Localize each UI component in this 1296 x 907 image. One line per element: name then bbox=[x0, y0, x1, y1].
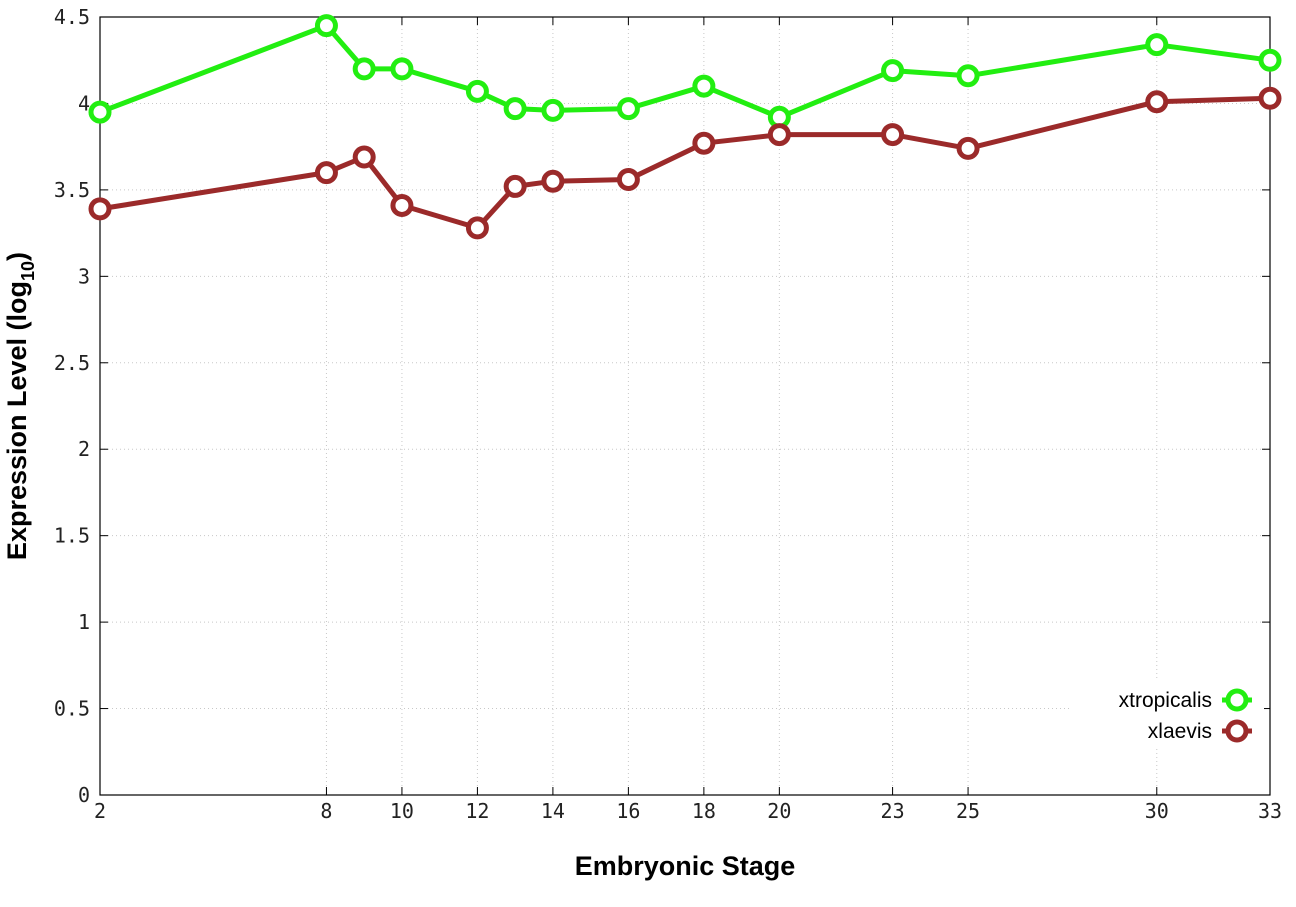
data-point bbox=[1145, 33, 1169, 57]
data-point bbox=[390, 193, 414, 217]
legend: xtropicalis xlaevis bbox=[1072, 680, 1264, 748]
x-tick-label: 30 bbox=[1145, 799, 1169, 823]
x-tick-label: 10 bbox=[390, 799, 414, 823]
data-point bbox=[1145, 90, 1169, 114]
y-tick-label: 3 bbox=[78, 264, 90, 288]
data-point bbox=[390, 57, 414, 81]
data-point bbox=[352, 145, 376, 169]
data-point bbox=[503, 97, 527, 121]
y-axis-title-subscript: 10 bbox=[18, 261, 38, 281]
series-group bbox=[88, 14, 1282, 240]
data-point bbox=[881, 59, 905, 83]
x-tick-label: 12 bbox=[465, 799, 489, 823]
legend-label: xtropicalis bbox=[1119, 689, 1212, 712]
x-tick-label: 18 bbox=[692, 799, 716, 823]
data-point bbox=[692, 74, 716, 98]
data-point bbox=[616, 168, 640, 192]
data-point bbox=[88, 197, 112, 221]
data-point bbox=[88, 100, 112, 124]
y-tick-label: 4 bbox=[78, 91, 90, 115]
data-point bbox=[541, 169, 565, 193]
data-point bbox=[541, 98, 565, 122]
data-point bbox=[314, 161, 338, 185]
x-tick-label: 2 bbox=[94, 799, 106, 823]
plot-frame bbox=[99, 16, 1271, 796]
data-point bbox=[314, 14, 338, 38]
y-tick-label: 1.5 bbox=[54, 524, 90, 548]
grid-lines bbox=[99, 16, 1271, 796]
series-xtropicalis bbox=[88, 14, 1282, 129]
x-tick-label: 33 bbox=[1258, 799, 1282, 823]
data-point bbox=[692, 131, 716, 155]
data-point bbox=[1258, 48, 1282, 72]
data-point bbox=[956, 64, 980, 88]
y-tick-label: 3.5 bbox=[54, 178, 90, 202]
axis-ticks: 2 8 10 12 14 16 18 20 23 25 30 33 0 0.5 1 1.5 2 2.5 3 3.5 4 4… bbox=[54, 5, 1282, 823]
x-tick-label: 8 bbox=[320, 799, 332, 823]
series-line bbox=[99, 95, 1271, 231]
data-point bbox=[616, 97, 640, 121]
x-tick-label: 25 bbox=[956, 799, 980, 823]
series-xlaevis bbox=[88, 86, 1282, 240]
y-tick-label: 0.5 bbox=[54, 697, 90, 721]
data-point bbox=[881, 123, 905, 147]
y-tick-label: 0 bbox=[78, 783, 90, 807]
data-point bbox=[767, 123, 791, 147]
data-point bbox=[465, 216, 489, 240]
y-tick-label: 2.5 bbox=[54, 351, 90, 375]
y-tick-label: 2 bbox=[78, 437, 90, 461]
y-axis-title-close: ) bbox=[2, 252, 32, 261]
x-tick-label: 14 bbox=[541, 799, 565, 823]
data-point bbox=[956, 136, 980, 160]
data-point bbox=[465, 79, 489, 103]
x-tick-label: 16 bbox=[616, 799, 640, 823]
data-point bbox=[1258, 86, 1282, 110]
legend-swatch-marker bbox=[1225, 719, 1249, 743]
y-axis-title: Expression Level (log10) bbox=[2, 252, 38, 560]
y-axis-title-main: Expression Level (log bbox=[2, 281, 32, 560]
x-tick-label: 23 bbox=[881, 799, 905, 823]
data-point bbox=[503, 174, 527, 198]
y-tick-label: 1 bbox=[78, 610, 90, 634]
x-axis-title: Embryonic Stage bbox=[575, 851, 796, 881]
legend-label: xlaevis bbox=[1148, 720, 1212, 743]
y-tick-label: 4.5 bbox=[54, 5, 90, 29]
legend-swatch-marker bbox=[1225, 688, 1249, 712]
x-tick-label: 20 bbox=[767, 799, 791, 823]
data-point bbox=[352, 57, 376, 81]
